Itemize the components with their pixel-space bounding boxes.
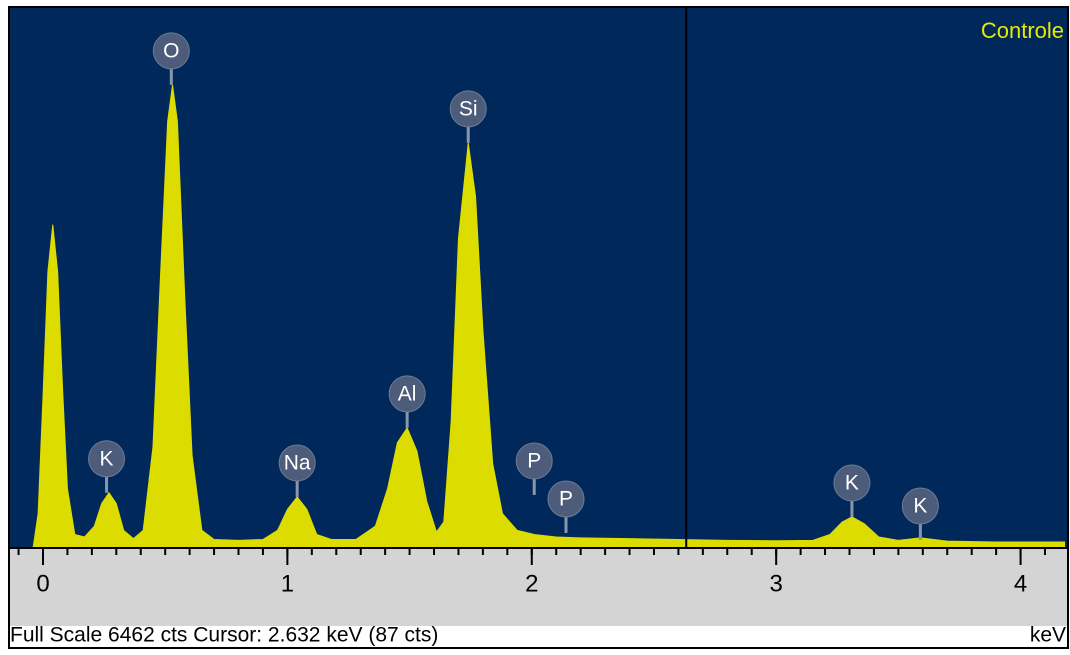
x-axis-label: keV xyxy=(1030,624,1066,647)
spectrum-title: Controle xyxy=(981,18,1064,43)
frame xyxy=(8,6,1069,649)
spectrum-area xyxy=(32,84,1066,547)
peak-marker xyxy=(833,464,871,502)
peak-label: K xyxy=(913,495,927,518)
peak-marker xyxy=(547,480,585,518)
x-tick-label: 2 xyxy=(525,570,538,597)
x-tick-label: 3 xyxy=(769,570,782,597)
peak-label: P xyxy=(527,449,541,472)
peak-label: Al xyxy=(398,382,417,405)
peak-label: K xyxy=(100,447,114,470)
plot-layer: K O Na Al Si PP K K xyxy=(32,8,1066,547)
peak-marker xyxy=(449,90,487,128)
status-line: Full Scale 6462 cts Cursor: 2.632 keV (8… xyxy=(10,624,438,647)
peak-marker xyxy=(515,442,553,480)
peak-marker xyxy=(278,444,316,482)
peak-marker xyxy=(152,32,190,70)
x-tick-label: 0 xyxy=(36,570,49,597)
axis-band xyxy=(9,548,1068,626)
peak-marker xyxy=(88,440,126,478)
x-tick-label: 1 xyxy=(281,570,294,597)
peak-label: Si xyxy=(459,97,478,120)
peak-label: P xyxy=(559,488,573,511)
peak-label: O xyxy=(163,39,179,62)
peak-label: K xyxy=(845,472,859,495)
x-tick-label: 4 xyxy=(1014,570,1027,597)
peak-marker xyxy=(388,375,426,413)
peak-label: Na xyxy=(284,452,311,475)
peak-marker xyxy=(901,487,939,525)
